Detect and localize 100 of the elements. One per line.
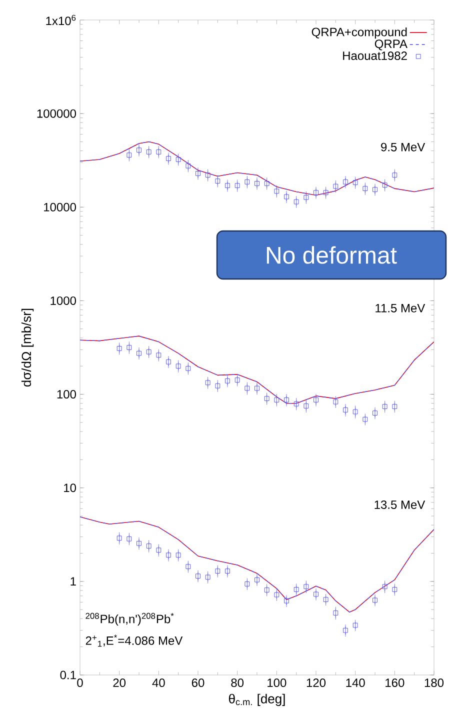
point bbox=[205, 172, 210, 178]
annotation: No deformat bbox=[266, 246, 397, 264]
annotation: 11.5 MeV bbox=[376, 304, 426, 312]
point bbox=[136, 350, 142, 356]
point bbox=[146, 149, 152, 154]
point bbox=[186, 564, 191, 570]
point bbox=[215, 568, 220, 574]
point bbox=[294, 401, 299, 406]
x-tick-label: 60 bbox=[192, 678, 204, 688]
point bbox=[382, 404, 388, 409]
x-tick-label: 100 bbox=[268, 678, 286, 688]
legend-label: Haouat1982 bbox=[343, 51, 407, 60]
x-tick-label: 120 bbox=[306, 678, 326, 688]
point bbox=[323, 597, 328, 602]
point bbox=[392, 404, 398, 409]
point bbox=[254, 181, 260, 186]
y-tick-label: 1 bbox=[70, 577, 76, 586]
point bbox=[156, 352, 162, 358]
point bbox=[126, 152, 132, 158]
point bbox=[274, 188, 280, 194]
point bbox=[196, 574, 200, 579]
x-axis-title: θ$_{c.m.}$ [deg] bbox=[228, 694, 285, 706]
y-tick-label: 10 bbox=[64, 484, 76, 492]
point bbox=[166, 552, 171, 558]
point bbox=[392, 172, 398, 178]
point bbox=[156, 149, 162, 154]
point bbox=[205, 380, 210, 386]
point bbox=[343, 179, 348, 184]
y-axis-title: dσ/dΩ [mb/sr] bbox=[21, 308, 34, 387]
x-tick-label: 180 bbox=[424, 678, 444, 688]
point bbox=[254, 577, 260, 582]
y-tick-label: 0.1 bbox=[60, 670, 76, 680]
point bbox=[176, 364, 181, 369]
point bbox=[215, 383, 220, 388]
point bbox=[166, 359, 171, 364]
point bbox=[294, 199, 299, 204]
x-tick-label: 20 bbox=[113, 678, 126, 688]
y-tick-label: 100 bbox=[57, 390, 76, 399]
point bbox=[234, 183, 240, 188]
y-tick-label: 1x10$^{6}$ bbox=[46, 14, 76, 26]
point bbox=[176, 552, 181, 558]
line-series bbox=[80, 141, 434, 196]
point bbox=[352, 622, 358, 628]
point bbox=[244, 581, 250, 586]
point bbox=[264, 181, 270, 186]
y-tick-label: 10000 bbox=[44, 202, 76, 212]
point bbox=[284, 598, 289, 604]
x-tick-label: 40 bbox=[152, 678, 165, 688]
point bbox=[116, 346, 122, 351]
point bbox=[244, 179, 250, 184]
y-tick-label: 100000 bbox=[37, 109, 76, 118]
point bbox=[274, 592, 280, 598]
y-tick-label: 1000 bbox=[50, 296, 76, 305]
point bbox=[254, 386, 260, 391]
point bbox=[136, 540, 142, 546]
point bbox=[264, 396, 270, 402]
point bbox=[372, 598, 378, 603]
point bbox=[304, 584, 309, 590]
annotation: 2$^{+}$$_{1}$,E$^{*}$=4.086 MeV bbox=[86, 634, 183, 647]
point bbox=[225, 378, 230, 384]
point bbox=[186, 366, 191, 371]
point bbox=[215, 178, 220, 184]
point bbox=[314, 592, 318, 597]
legend-label: QRPA+compound bbox=[312, 27, 407, 39]
legend-label: QRPA bbox=[374, 40, 408, 50]
point bbox=[343, 628, 348, 633]
line-series bbox=[80, 516, 434, 613]
point bbox=[314, 190, 318, 196]
point bbox=[234, 378, 240, 382]
point bbox=[186, 163, 191, 168]
point bbox=[116, 536, 122, 541]
point bbox=[333, 399, 338, 404]
x-tick-label: 160 bbox=[386, 678, 404, 688]
x-tick-label: 140 bbox=[346, 678, 365, 688]
point bbox=[392, 587, 398, 592]
point bbox=[196, 171, 200, 176]
point bbox=[382, 584, 388, 590]
x-tick-label: 80 bbox=[231, 678, 244, 688]
point bbox=[264, 588, 270, 592]
point bbox=[284, 194, 289, 200]
point bbox=[362, 416, 368, 422]
point bbox=[146, 349, 152, 354]
point bbox=[382, 182, 388, 188]
point bbox=[166, 156, 171, 161]
point bbox=[372, 187, 378, 192]
point bbox=[323, 190, 328, 196]
annotation: $^{208}$Pb(n,n')$^{208}$Pb$^{*}$ bbox=[86, 612, 174, 626]
point bbox=[372, 410, 378, 416]
point bbox=[333, 184, 338, 189]
point bbox=[244, 386, 250, 391]
point bbox=[304, 194, 309, 200]
point bbox=[205, 574, 210, 580]
point bbox=[294, 587, 299, 592]
point bbox=[176, 157, 181, 162]
point bbox=[352, 180, 358, 186]
x-tick-label: 0 bbox=[77, 678, 83, 688]
annotation: 13.5 MeV bbox=[374, 500, 426, 509]
point bbox=[126, 536, 132, 542]
annotation: 9.5 MeV bbox=[381, 142, 426, 152]
point bbox=[156, 548, 162, 553]
